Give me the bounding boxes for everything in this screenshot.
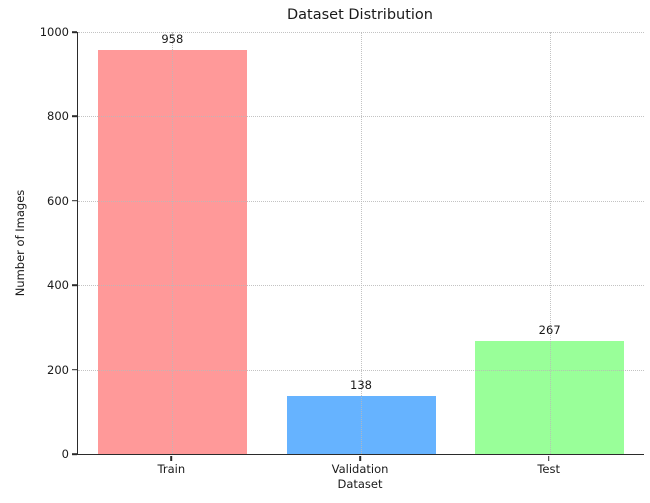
x-tick-label: Validation	[331, 462, 389, 476]
x-tick-label: Train	[157, 462, 186, 476]
bar-value-label: 267	[538, 323, 561, 338]
y-tick-mark	[72, 31, 77, 33]
y-tick-mark	[72, 368, 77, 371]
bar-value-label: 958	[161, 31, 184, 46]
x-axis-label: Dataset	[337, 477, 383, 491]
y-tick-label: 400	[47, 278, 69, 293]
y-tick-mark	[72, 115, 77, 118]
y-tick-label: 200	[47, 362, 69, 377]
gridline-vertical	[172, 32, 174, 454]
bar-value-label: 138	[350, 377, 372, 392]
y-tick-mark	[72, 284, 77, 286]
y-tick-label: 0	[61, 447, 69, 461]
value-labels-layer: 958 138 267	[78, 32, 644, 454]
y-tick-label: 600	[47, 193, 69, 208]
grid-layer	[78, 32, 644, 454]
plot-area: 958 138 267	[77, 32, 644, 455]
chart-title: Dataset Distribution	[287, 7, 433, 23]
y-tick-label: 1000	[39, 25, 69, 39]
gridline-vertical	[361, 32, 362, 454]
y-tick-mark	[72, 200, 77, 202]
x-tick-label: Test	[537, 462, 560, 476]
x-tick-mark	[170, 456, 173, 461]
y-tick-mark	[72, 453, 77, 455]
x-tick-mark	[359, 456, 361, 461]
x-tick-mark	[547, 456, 550, 461]
y-tick-label: 800	[47, 109, 69, 124]
y-axis-label: Number of Images	[13, 189, 27, 297]
gridline-vertical	[549, 32, 551, 454]
